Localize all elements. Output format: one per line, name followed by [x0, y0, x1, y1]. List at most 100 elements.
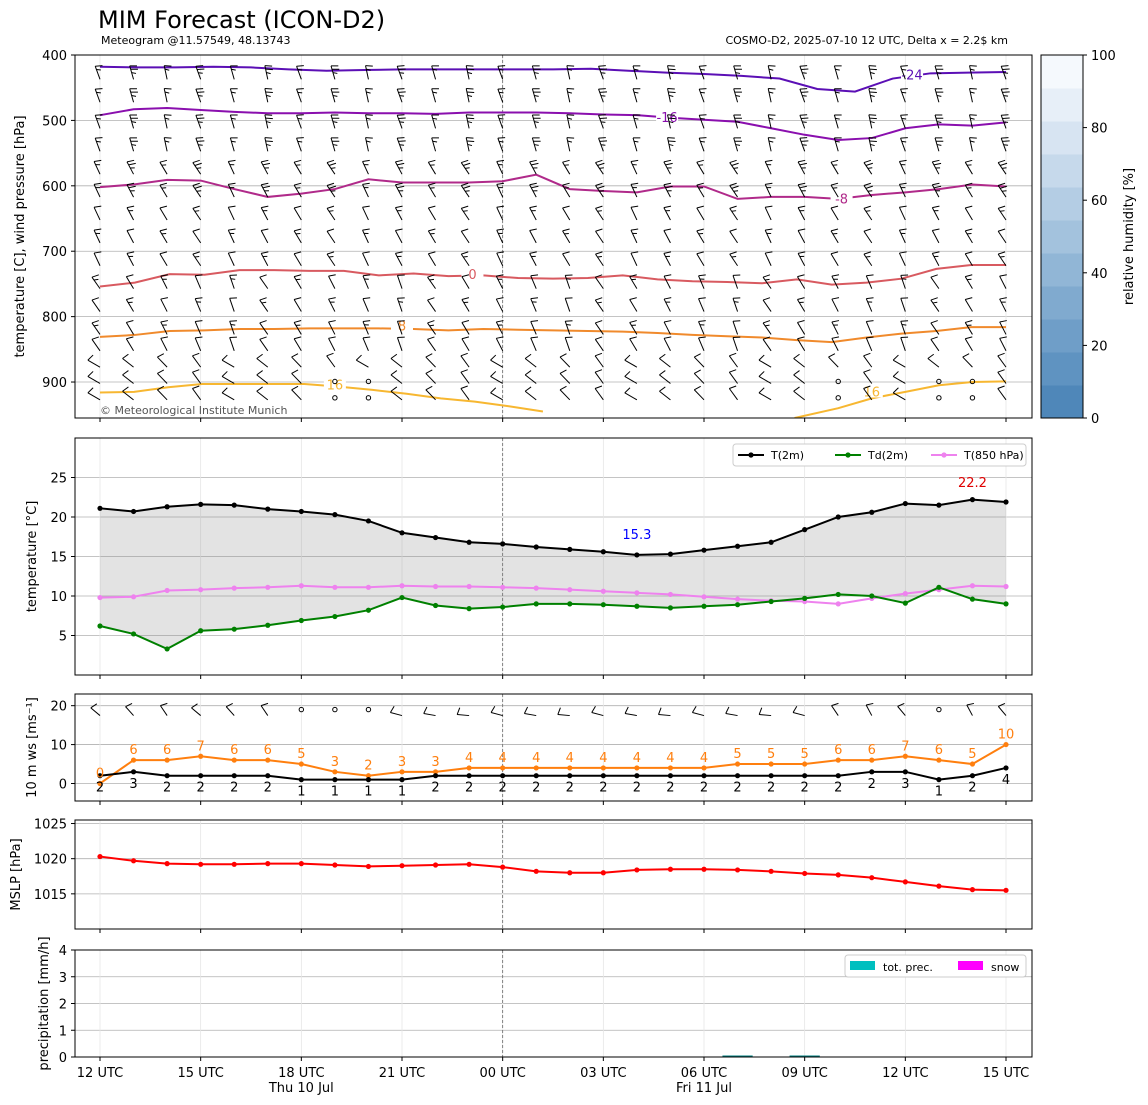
gust-point [902, 753, 908, 759]
upper-air-ytick-label: 900 [42, 376, 67, 391]
wind-barb [362, 228, 370, 244]
mslp-point [432, 862, 439, 868]
wind-barb [293, 182, 302, 198]
precipitation-ylabel: precipitation [mm/h] [37, 936, 52, 1070]
wind-barb [530, 336, 539, 351]
wind-barb [865, 297, 874, 312]
wind-barb [490, 354, 503, 368]
wind-barb [797, 297, 806, 312]
wind-barb [663, 228, 672, 244]
wind-barb [930, 320, 940, 335]
isotherm-line [99, 263, 1006, 288]
series-point [667, 591, 674, 598]
wind-barb [365, 137, 373, 152]
wind-barb [630, 228, 639, 244]
wind-barb [562, 228, 571, 244]
wind-barb [927, 353, 940, 368]
temperature-ytick-label: 5 [59, 630, 67, 645]
wind-barb [797, 159, 807, 175]
wind-barb [793, 353, 805, 368]
wind-barb [496, 228, 505, 244]
mslp-point [365, 863, 372, 870]
wind-barb [797, 336, 806, 352]
series-point [97, 594, 103, 601]
isotherm-label: 16 [864, 385, 881, 400]
wind-barb [659, 353, 671, 368]
colorbar-tick-label: 80 [1091, 122, 1108, 137]
gust-point [835, 757, 841, 763]
wind-barb [195, 88, 205, 103]
isotherm-line [99, 326, 1006, 344]
wind-barb [997, 369, 1007, 384]
wind-barb [330, 137, 340, 152]
isotherm-line [99, 106, 1007, 142]
wind-barb [863, 205, 873, 221]
wind-barb [559, 353, 571, 368]
wind-barb [529, 159, 539, 175]
wind-barb [326, 159, 337, 175]
wind-barb [629, 274, 638, 289]
wind-speed-label: 2 [801, 781, 809, 796]
wind-barb [729, 228, 738, 244]
wind-barb [390, 386, 403, 401]
calm-wind-icon [936, 706, 942, 713]
x-tick-label: 12 UTC [77, 1066, 123, 1081]
series-point [466, 539, 472, 545]
wind-barb [630, 205, 639, 221]
gust-label: 4 [633, 751, 641, 766]
wind-barb [427, 336, 436, 352]
gust-label: 0 [96, 766, 104, 781]
gust-point [365, 773, 372, 779]
wind-speed-point [231, 773, 237, 779]
gust-point [802, 761, 808, 767]
precip-bar [722, 1055, 753, 1057]
mslp-point [198, 861, 204, 867]
wind-barb [696, 251, 705, 267]
x-tick-label: 03 UTC [580, 1066, 626, 1081]
gust-label: 4 [566, 751, 574, 766]
wind-barb [159, 205, 168, 221]
series-point [164, 646, 170, 652]
wind-barb [125, 320, 134, 335]
wind-barb [291, 385, 302, 401]
colorbar-band [1041, 253, 1083, 287]
wind-barb [264, 65, 273, 80]
wind-barb [797, 182, 807, 198]
wind-barb [833, 114, 842, 129]
wind-barb [362, 159, 370, 175]
wind-barb [93, 182, 102, 198]
wind-barb [865, 702, 874, 716]
wind-barb [431, 114, 439, 129]
wind-barb [496, 251, 505, 266]
wind-barb [696, 205, 705, 221]
wind-barb [293, 297, 302, 312]
wind-speed-point [567, 773, 573, 779]
wind-barb [999, 320, 1007, 335]
wind-barb [465, 114, 475, 129]
series-point [332, 613, 338, 620]
wind-barb [964, 274, 973, 289]
series-point [1003, 499, 1009, 505]
wind-speed-point [600, 773, 606, 779]
wind-barb [594, 336, 604, 352]
gust-point [97, 780, 103, 787]
wind-barb [87, 371, 101, 384]
gust-point [936, 757, 942, 763]
wind-barb [194, 336, 203, 351]
gust-label: 10 [998, 728, 1015, 743]
wind-barb [659, 370, 671, 384]
wind-barb [431, 88, 439, 103]
legend-label: T(850 hPa) [963, 449, 1024, 462]
wind-barb [260, 159, 271, 175]
wind-barb [762, 297, 772, 312]
series-point [97, 623, 103, 629]
wind-barb [557, 707, 570, 717]
wind-barb [362, 320, 371, 335]
wind-speed-label: 2 [566, 781, 574, 796]
wind-barb [698, 137, 707, 152]
wind-barb [767, 114, 776, 129]
wind-barb [797, 320, 806, 335]
wind-barb [229, 320, 237, 335]
wind-barb [999, 274, 1007, 289]
